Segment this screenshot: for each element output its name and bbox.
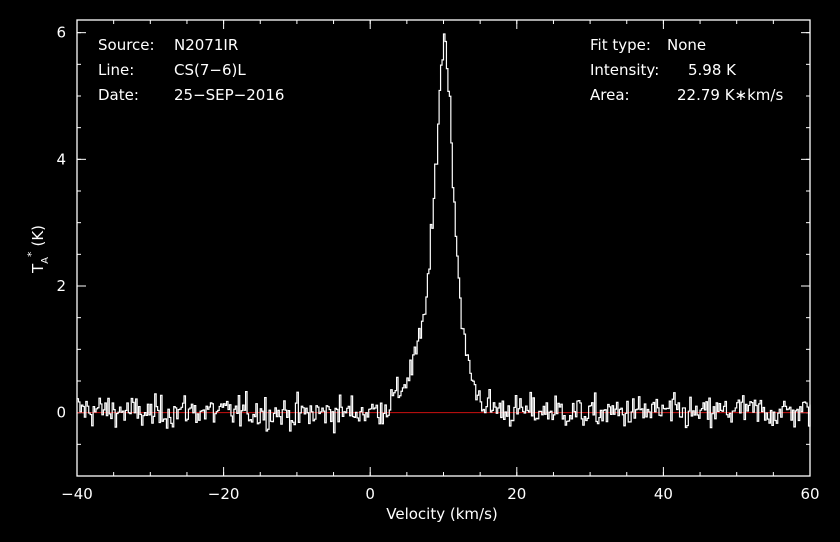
area-value: 22.79 K∗km/s xyxy=(677,86,783,104)
y-tick-label: 0 xyxy=(56,404,66,422)
y-axis-label-superscript: * xyxy=(25,251,38,257)
area-key: Area: xyxy=(590,86,630,104)
source-key: Source: xyxy=(98,36,155,54)
date-key: Date: xyxy=(98,86,139,104)
date-value: 25−SEP−2016 xyxy=(174,86,284,104)
y-tick-label: 2 xyxy=(56,277,66,295)
x-tick-label: 20 xyxy=(507,485,526,503)
source-value: N2071IR xyxy=(174,36,238,54)
intensity-key: Intensity: xyxy=(590,61,659,79)
y-axis-label: TA* (K) xyxy=(25,225,51,274)
line-value: CS(7−6)L xyxy=(174,61,246,79)
intensity-value: 5.98 K xyxy=(688,61,737,79)
y-tick-label: 6 xyxy=(56,24,66,42)
x-axis-label: Velocity (km/s) xyxy=(386,505,497,523)
fit-type-key: Fit type: xyxy=(590,36,651,54)
line-key: Line: xyxy=(98,61,134,79)
x-tick-label: 0 xyxy=(365,485,375,503)
spectrum-line xyxy=(77,33,811,434)
fit-type-value: None xyxy=(667,36,706,54)
axis-tick-labels: −40 −20 0 20 40 60 0 2 4 6 xyxy=(56,24,819,503)
plot-frame xyxy=(76,19,811,477)
x-tick-label: −20 xyxy=(208,485,240,503)
x-tick-label: 60 xyxy=(800,485,819,503)
plot-header: Source: N2071IR Line: CS(7−6)L Date: 25−… xyxy=(98,36,783,104)
x-tick-label: −40 xyxy=(61,485,93,503)
y-axis-label-subscript: A xyxy=(40,257,51,264)
y-axis-label-symbol: T xyxy=(29,263,47,274)
y-axis-label-unit: (K) xyxy=(29,225,47,247)
x-tick-label: 40 xyxy=(654,485,673,503)
y-tick-label: 4 xyxy=(56,150,66,168)
